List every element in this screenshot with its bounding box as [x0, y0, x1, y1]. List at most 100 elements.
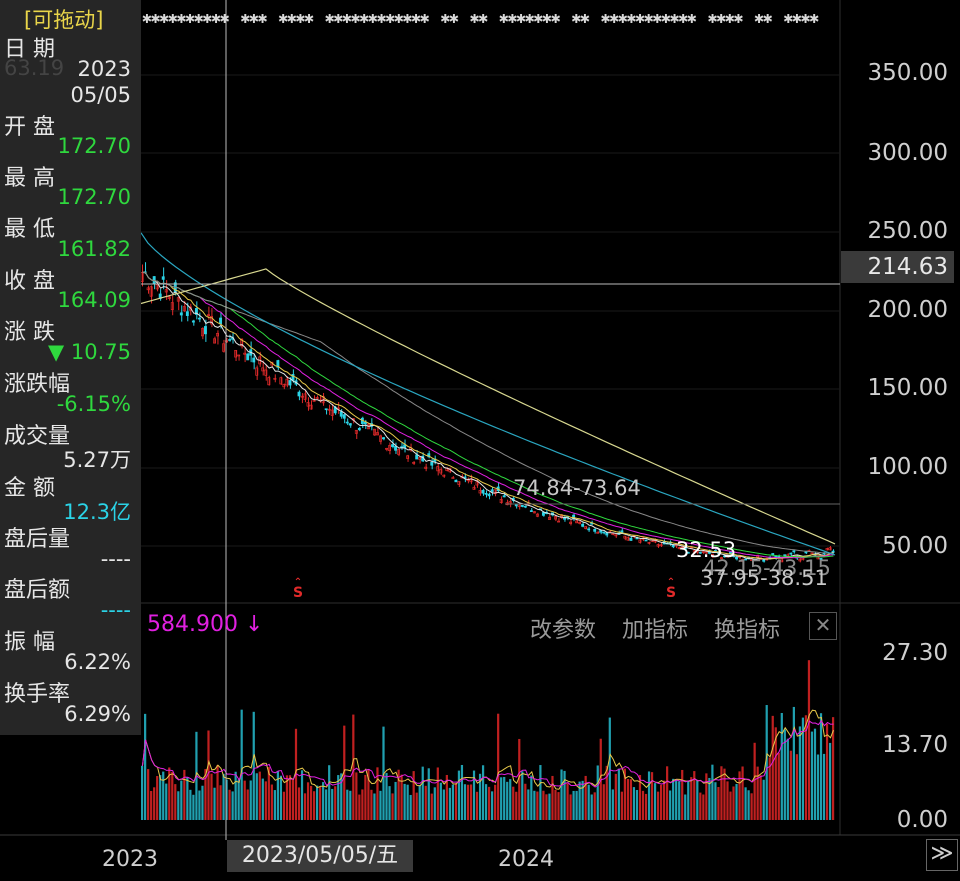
add-indicator-button[interactable]: 加指标: [622, 618, 689, 643]
volume-bar: [264, 781, 267, 820]
volume-bar: [270, 784, 273, 820]
modify-params-button[interactable]: 改参数: [530, 618, 597, 643]
volume-bar: [291, 778, 295, 820]
volume-bar: [798, 726, 802, 820]
volume-bar: [153, 787, 156, 820]
volume-label: 成交量: [4, 424, 71, 449]
candle-body: [276, 360, 280, 368]
volume-bar: [687, 780, 690, 820]
volume-bar: [786, 738, 789, 820]
candle-body: [653, 540, 657, 543]
ma-legend-item: ✱✱: [469, 8, 488, 27]
volume-bar: [822, 753, 826, 820]
volume-bar: [500, 777, 503, 820]
candle-body: [282, 383, 286, 388]
volume-bar: [792, 706, 795, 820]
volume-bar: [189, 789, 192, 820]
candle-body: [547, 516, 551, 520]
volume-bar: [433, 787, 436, 820]
volume-bar: [620, 791, 623, 820]
candle-body: [596, 531, 600, 534]
candle-body: [605, 532, 609, 536]
year-label-2024: 2024: [498, 847, 554, 872]
volume-bar: [285, 775, 289, 820]
volume-bar: [418, 785, 421, 820]
candle-body: [357, 427, 361, 431]
volume-bar: [813, 728, 817, 820]
candle-body: [216, 333, 220, 337]
ma-legend: ✱✱✱✱✱✱✱✱✱✱ ✱✱✱ ✱✱✱✱ ✱✱✱✱✱✱✱✱✱✱✱✱ ✱✱ ✱✱ ✱✱✱✱✱✱✱…: [142, 8, 842, 30]
candle-body: [415, 454, 419, 460]
candle-body: [499, 498, 503, 504]
current-price-label: 214.63: [841, 251, 954, 283]
candle-body: [418, 457, 422, 460]
volume-bar: [831, 717, 835, 820]
volume-bar: [228, 789, 231, 820]
candle-body: [273, 377, 277, 380]
volume-bar: [768, 757, 771, 820]
candle-body: [210, 315, 213, 325]
volume-bar: [409, 794, 412, 820]
amplitude-value: 6.22%: [64, 650, 131, 674]
ma20-line: [142, 271, 834, 559]
volume-bar: [451, 784, 455, 820]
ma-legend-item: ✱✱✱✱: [783, 8, 819, 27]
volume-bar: [276, 770, 279, 820]
ma30-line: [142, 271, 834, 558]
candle-body: [741, 559, 745, 562]
candle-body: [683, 547, 687, 551]
volume-bar: [306, 782, 310, 820]
close-icon: ✕: [814, 613, 832, 637]
volume-bars: [141, 660, 835, 820]
volume-bar: [400, 774, 403, 820]
amplitude-label: 振 幅: [4, 630, 55, 655]
volume-bar: [659, 784, 663, 820]
volume-bar: [424, 785, 427, 820]
candle-body: [228, 339, 232, 341]
volume-bar: [714, 782, 717, 820]
volume-bar: [367, 769, 370, 820]
volume-bar: [629, 779, 633, 820]
volume-bar: [466, 784, 470, 820]
candle-body: [581, 523, 585, 527]
candle-body: [348, 423, 352, 426]
ma250-line: [140, 268, 836, 545]
candle-body: [188, 306, 192, 311]
sell-signal-marker[interactable]: ⌃ S: [292, 577, 304, 601]
volume-bar: [481, 765, 485, 820]
drag-handle-label[interactable]: [可拖动]: [24, 8, 104, 32]
volume-bar: [349, 790, 352, 820]
sell-signal-marker[interactable]: ⌃ S: [665, 577, 677, 601]
change-indicator-button[interactable]: 换指标: [714, 618, 781, 643]
volume-bar: [560, 769, 563, 820]
candle-body: [783, 554, 787, 557]
volume-bar: [192, 794, 195, 820]
candle-body: [436, 466, 440, 472]
volume-bar: [394, 781, 397, 820]
volume-bar: [216, 765, 219, 820]
candle-body: [454, 479, 458, 483]
quote-info-panel[interactable]: [可拖动] 63.19 日 期 2023 05/05 开 盘 172.70 最 …: [0, 0, 141, 735]
volume-bar: [488, 786, 491, 820]
candle-body: [252, 357, 256, 363]
candle-body: [146, 287, 150, 291]
volume-bar: [533, 790, 536, 820]
close-indicator-button[interactable]: ✕: [809, 612, 837, 640]
candle-body: [342, 414, 346, 419]
candle-body: [430, 461, 434, 466]
volume-bar: [617, 768, 620, 820]
candle-body: [520, 504, 524, 507]
candle-body: [197, 317, 201, 320]
volume-bar: [370, 789, 373, 820]
candle-body: [723, 555, 726, 558]
volume-bar: [641, 790, 645, 820]
volume-bar: [391, 793, 394, 820]
scroll-right-button[interactable]: ≫: [926, 839, 958, 871]
volume-bar: [397, 769, 400, 820]
price-tick: 250.00: [867, 218, 948, 244]
range-low-label: 37.95-38.51: [700, 566, 828, 590]
candle-body: [825, 548, 829, 551]
change-pct-label: 涨跌幅: [4, 372, 71, 397]
